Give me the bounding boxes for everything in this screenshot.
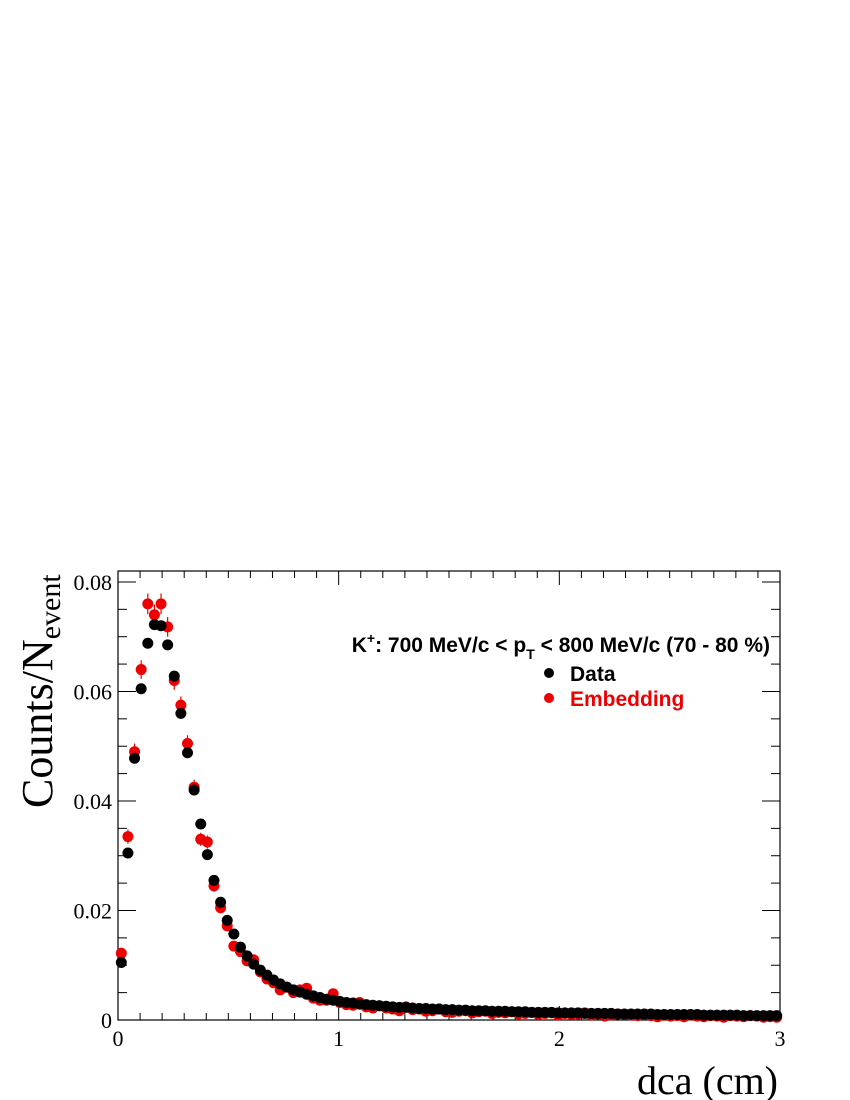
tick-labels: 0 1 2 3 0 0.02 0.04 0.06 0.08 xyxy=(74,570,786,1051)
series-layer xyxy=(115,593,783,1023)
point-data xyxy=(122,847,134,859)
point-embedding xyxy=(201,836,213,848)
point-data xyxy=(155,620,167,632)
point-data xyxy=(135,683,147,695)
x-tick-label: 0 xyxy=(113,1026,124,1051)
legend-label-data: Data xyxy=(570,663,616,686)
point-embedding xyxy=(182,737,194,749)
point-data xyxy=(182,747,194,759)
point-data xyxy=(168,670,180,682)
annotation-pt-subscript: T xyxy=(526,646,535,662)
y-axis-title: Counts/Nevent xyxy=(13,574,67,808)
x-axis-title: dca (cm) xyxy=(637,1058,778,1100)
x-tick-label: 3 xyxy=(775,1026,786,1051)
point-data xyxy=(115,957,127,969)
x-tick-label: 2 xyxy=(554,1026,565,1051)
point-data xyxy=(228,928,240,940)
point-data xyxy=(162,639,174,651)
point-embedding xyxy=(122,831,134,843)
series-embedding xyxy=(115,593,783,1023)
point-data xyxy=(221,914,233,926)
point-data xyxy=(142,637,154,649)
point-data xyxy=(195,818,207,830)
annotation-particle: K xyxy=(352,634,367,657)
point-data xyxy=(188,784,200,796)
point-embedding xyxy=(148,609,160,621)
annotation-particle-charge: + xyxy=(367,630,375,646)
y-axis-title-subscript: event xyxy=(34,574,67,640)
y-tick-label: 0 xyxy=(101,1008,112,1033)
legend-label-embedding: Embedding xyxy=(570,688,684,711)
y-tick-label: 0.08 xyxy=(74,570,113,595)
y-axis-title-main: Counts/N xyxy=(13,639,62,808)
point-embedding xyxy=(155,598,167,610)
legend: Data Embedding xyxy=(544,663,684,711)
annotation-text-b: < 800 MeV/c (70 - 80 %) xyxy=(535,634,770,657)
series-data xyxy=(115,619,783,1022)
point-data xyxy=(201,849,213,861)
legend-marker-embedding xyxy=(544,693,554,703)
y-tick-label: 0.04 xyxy=(74,789,113,814)
annotation-text-a: : 700 MeV/c < p xyxy=(375,634,526,657)
y-tick-label: 0.06 xyxy=(74,679,113,704)
point-data xyxy=(234,941,246,953)
x-tick-label: 1 xyxy=(333,1026,344,1051)
kinematic-annotation: K+: 700 MeV/c < pT < 800 MeV/c (70 - 80 … xyxy=(352,630,770,662)
point-data xyxy=(241,950,253,962)
point-data xyxy=(129,752,141,764)
point-embedding xyxy=(142,598,154,610)
point-embedding xyxy=(135,664,147,676)
y-tick-label: 0.02 xyxy=(74,898,113,923)
legend-marker-data xyxy=(544,668,554,678)
point-embedding xyxy=(175,699,187,711)
point-data xyxy=(208,874,220,886)
point-embedding xyxy=(115,947,127,959)
point-data xyxy=(771,1010,783,1022)
point-data xyxy=(215,896,227,908)
point-data xyxy=(175,707,187,719)
